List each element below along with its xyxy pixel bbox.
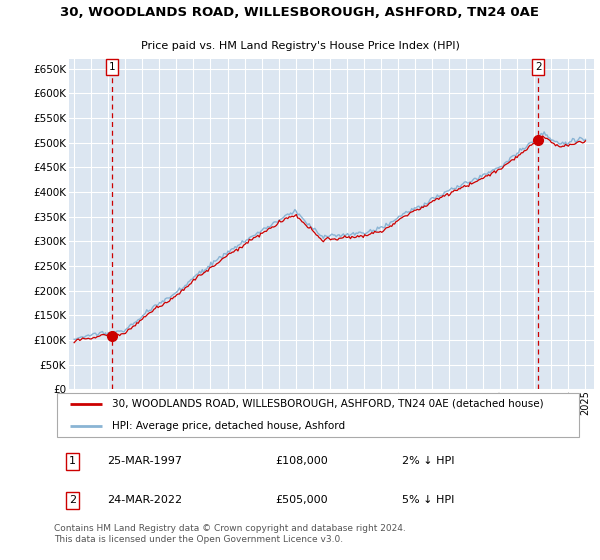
Text: 1: 1 — [69, 456, 76, 466]
Text: HPI: Average price, detached house, Ashford: HPI: Average price, detached house, Ashf… — [112, 421, 345, 431]
Text: 30, WOODLANDS ROAD, WILLESBOROUGH, ASHFORD, TN24 0AE (detached house): 30, WOODLANDS ROAD, WILLESBOROUGH, ASHFO… — [112, 399, 544, 409]
Text: 2% ↓ HPI: 2% ↓ HPI — [403, 456, 455, 466]
Text: Contains HM Land Registry data © Crown copyright and database right 2024.
This d: Contains HM Land Registry data © Crown c… — [54, 524, 406, 544]
Text: 30, WOODLANDS ROAD, WILLESBOROUGH, ASHFORD, TN24 0AE: 30, WOODLANDS ROAD, WILLESBOROUGH, ASHFO… — [61, 6, 539, 20]
Text: 24-MAR-2022: 24-MAR-2022 — [107, 496, 182, 505]
Text: £108,000: £108,000 — [276, 456, 329, 466]
Text: 2: 2 — [69, 496, 76, 505]
Text: 1: 1 — [109, 62, 115, 72]
Text: £505,000: £505,000 — [276, 496, 328, 505]
FancyBboxPatch shape — [56, 393, 580, 437]
Text: 2: 2 — [535, 62, 542, 72]
Text: 5% ↓ HPI: 5% ↓ HPI — [403, 496, 455, 505]
Text: Price paid vs. HM Land Registry's House Price Index (HPI): Price paid vs. HM Land Registry's House … — [140, 41, 460, 51]
Text: 25-MAR-1997: 25-MAR-1997 — [107, 456, 182, 466]
